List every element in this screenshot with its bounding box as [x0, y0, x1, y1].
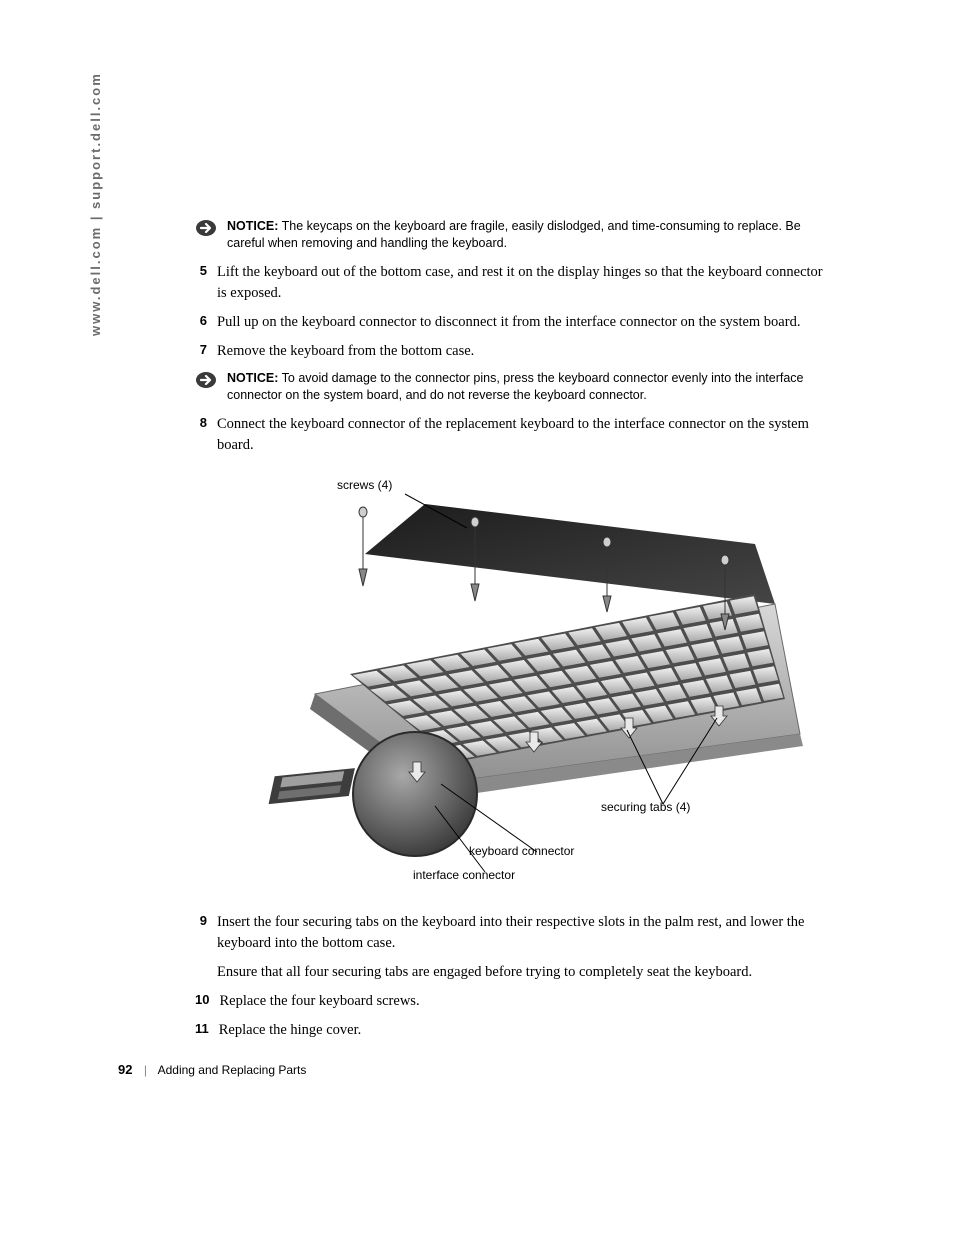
- step-8: 8 Connect the keyboard connector of the …: [195, 414, 835, 456]
- notice-block-1: NOTICE: The keycaps on the keyboard are …: [195, 218, 835, 252]
- step-5: 5 Lift the keyboard out of the bottom ca…: [195, 262, 835, 304]
- notice-body: To avoid damage to the connector pins, p…: [227, 371, 804, 402]
- step-number: 5: [195, 262, 217, 281]
- notice-text-1: NOTICE: The keycaps on the keyboard are …: [227, 218, 835, 252]
- page-footer: 92 | Adding and Replacing Parts: [118, 1062, 306, 1077]
- callout-screws: screws (4): [337, 478, 392, 492]
- step-number: 8: [195, 414, 217, 433]
- notice-body: The keycaps on the keyboard are fragile,…: [227, 219, 801, 250]
- notice-text-2: NOTICE: To avoid damage to the connector…: [227, 370, 835, 404]
- step-body: Connect the keyboard connector of the re…: [217, 414, 835, 456]
- step-9: 9 Insert the four securing tabs on the k…: [195, 912, 835, 983]
- notice-label: NOTICE:: [227, 371, 278, 385]
- page-number: 92: [118, 1062, 132, 1077]
- step-6: 6 Pull up on the keyboard connector to d…: [195, 312, 835, 333]
- footer-divider: |: [144, 1063, 147, 1077]
- keyboard-illustration: [255, 474, 815, 874]
- step-extra: Ensure that all four securing tabs are e…: [217, 962, 835, 983]
- step-body: Replace the hinge cover.: [219, 1020, 835, 1041]
- step-number: 9: [195, 912, 217, 931]
- step-number: 7: [195, 341, 217, 360]
- step-body: Replace the four keyboard screws.: [219, 991, 835, 1012]
- step-number: 11: [195, 1020, 219, 1039]
- notice-label: NOTICE:: [227, 219, 278, 233]
- document-page: www.dell.com | support.dell.com NOTICE: …: [0, 0, 954, 1235]
- page-content: NOTICE: The keycaps on the keyboard are …: [195, 218, 835, 1049]
- notice-icon: [195, 371, 217, 394]
- step-number: 10: [195, 991, 219, 1010]
- chapter-title: Adding and Replacing Parts: [158, 1063, 307, 1077]
- callout-keyboard-connector: keyboard connector: [469, 844, 574, 858]
- step-body: Pull up on the keyboard connector to dis…: [217, 312, 835, 333]
- step-body: Insert the four securing tabs on the key…: [217, 912, 835, 983]
- side-url: www.dell.com | support.dell.com: [88, 72, 103, 336]
- step-7: 7 Remove the keyboard from the bottom ca…: [195, 341, 835, 362]
- step-10: 10 Replace the four keyboard screws.: [195, 991, 835, 1012]
- step-text: Insert the four securing tabs on the key…: [217, 914, 804, 951]
- notice-block-2: NOTICE: To avoid damage to the connector…: [195, 370, 835, 404]
- callout-securing-tabs: securing tabs (4): [601, 800, 690, 814]
- notice-icon: [195, 219, 217, 242]
- step-body: Remove the keyboard from the bottom case…: [217, 341, 835, 362]
- keyboard-figure: screws (4) securing tabs (4) keyboard co…: [195, 474, 835, 894]
- callout-interface-connector: interface connector: [413, 868, 515, 882]
- step-body: Lift the keyboard out of the bottom case…: [217, 262, 835, 304]
- step-number: 6: [195, 312, 217, 331]
- step-11: 11 Replace the hinge cover.: [195, 1020, 835, 1041]
